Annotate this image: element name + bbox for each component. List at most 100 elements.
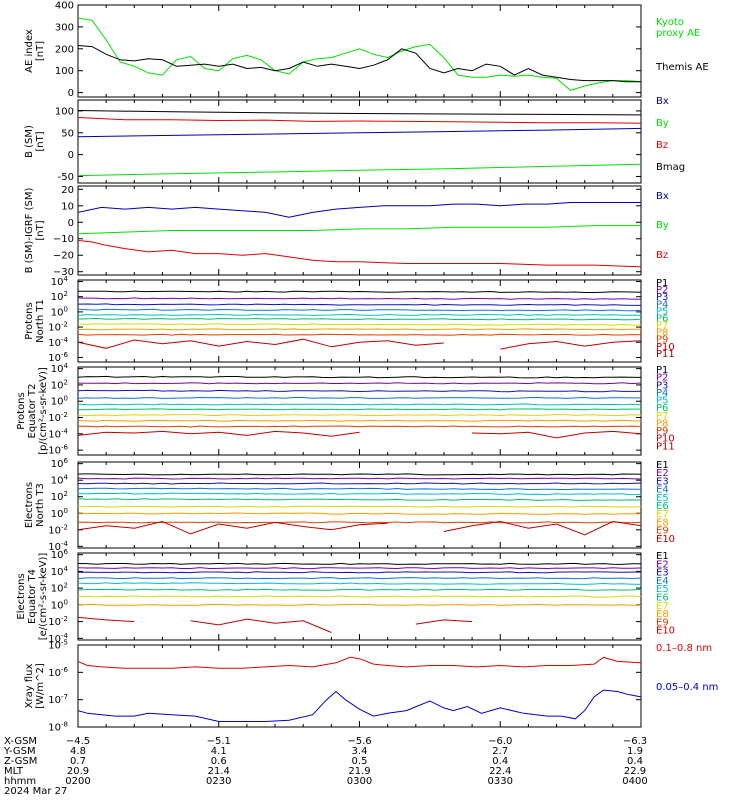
legend-entry: P5	[656, 306, 668, 317]
panel-2: -50 0 50 100 B (SM) [nT] Bx By Bz Bmag	[24, 96, 685, 184]
series-line-p10	[472, 430, 641, 439]
legend-entry: P1	[656, 365, 668, 376]
legend-entry: proxy AE	[656, 28, 700, 39]
legend-entry: By	[656, 118, 669, 129]
legend-entry: E6	[656, 593, 669, 604]
legend-entry: E10	[656, 534, 675, 545]
series-line-0-1-0-8-nm	[78, 656, 641, 669]
y-tick-label: 10-6	[48, 666, 68, 679]
series-line-p10	[78, 338, 444, 349]
legend-entry: P7	[656, 321, 668, 332]
legend-entry: E8	[656, 609, 669, 620]
y-tick-label: 10	[61, 201, 74, 212]
y-tick-label: 10-2	[48, 321, 68, 334]
legend-entry: E2	[656, 468, 669, 479]
series-line-e4	[78, 577, 641, 580]
y-tick-label: 106	[51, 548, 69, 561]
series-line-p6	[78, 317, 641, 321]
y-axis-label: B (SM)-IGRF (SM) [nT]	[24, 188, 46, 274]
legend-entry: P2	[656, 285, 668, 296]
y-label-line: [e/(cm²-s-sr-keV)]	[38, 553, 49, 641]
y-axis-label: AE index [nT]	[24, 29, 46, 73]
ephemeris-value: 22.4	[489, 766, 511, 777]
y-label-line: B (SM)	[24, 125, 35, 158]
ephemeris-value: −5.6	[347, 736, 371, 747]
y-tick-label: 10-2	[48, 411, 68, 424]
y-tick-label: −10	[53, 234, 74, 245]
series-group	[78, 110, 641, 177]
series-line-p2	[78, 382, 641, 385]
y-axis-label: B (SM) [nT]	[24, 125, 46, 158]
series-line-e3	[78, 482, 641, 485]
legend-entry: E3	[656, 568, 669, 579]
series-line-e4	[78, 487, 641, 491]
ephemeris-value: −6.3	[623, 736, 647, 747]
y-tick-label: 102	[51, 582, 68, 595]
series-line-p5	[78, 313, 641, 316]
legend-entry: P6	[656, 313, 668, 324]
y-tick-label: 10-4	[48, 632, 68, 645]
y-tick-label: 10-6	[48, 351, 68, 364]
series-group	[78, 562, 641, 633]
ephemeris-label: X-GSM	[4, 736, 37, 747]
y-label-line: North T3	[35, 483, 46, 527]
y-tick-label: 50	[61, 128, 74, 139]
y-axis-label: Electrons Equator T4 [e/(cm²-s-sr-keV)]	[16, 553, 49, 641]
series-line-e10	[78, 520, 388, 535]
legend-entry: P3	[656, 292, 668, 303]
y-tick-label: 100	[55, 66, 74, 77]
ephemeris-value: −6.0	[488, 736, 512, 747]
legend-entry: 0.05–0.4 nm	[656, 682, 718, 693]
legend-entry: Bx	[656, 191, 669, 202]
y-tick-label: 100	[51, 395, 68, 408]
series-line-p4	[78, 396, 641, 399]
series-line-p3	[78, 389, 641, 393]
ephemeris-label: Y-GSM	[3, 746, 36, 757]
legend-entry: E1	[656, 551, 669, 562]
series-line-e6	[78, 498, 641, 501]
y-tick-label: 200	[55, 44, 74, 55]
series-line-e6	[78, 588, 641, 591]
ephemeris-value: 0330	[488, 776, 513, 787]
series-line-e5	[78, 492, 641, 496]
ephemeris-value: 0.4	[492, 756, 508, 767]
panel-frame	[77, 366, 642, 456]
y-tick-label: 400	[55, 1, 74, 12]
series-line-bx	[78, 127, 641, 138]
legend-entry: Bmag	[656, 162, 685, 173]
legend-entry: E7	[656, 601, 669, 612]
y-tick-label: −20	[53, 251, 74, 262]
y-axis-label: Xray flux [W/m^2]	[24, 663, 46, 709]
legend-entry: P5	[656, 396, 668, 407]
ephemeris-label: Z-GSM	[4, 756, 37, 767]
y-tick-label: 102	[51, 378, 68, 391]
ephemeris-value: −5.1	[207, 736, 231, 747]
ephemeris-value: 0.5	[352, 756, 368, 767]
ephemeris-label: MLT	[4, 766, 24, 777]
y-tick-label: 104	[51, 474, 69, 487]
legend-entry: P6	[656, 403, 668, 414]
ephemeris-value: −4.5	[66, 736, 90, 747]
series-group	[78, 473, 641, 536]
legend-entry: 0.1–0.8 nm	[656, 643, 712, 654]
series-line-e7	[78, 595, 641, 598]
y-label-line: Equator T2	[27, 384, 38, 439]
legend-entry: P4	[656, 388, 668, 399]
legend-entry: E5	[656, 584, 669, 595]
legend-entry: P3	[656, 380, 668, 391]
y-tick-label: 0	[68, 150, 74, 161]
legend-entry: Kyoto	[656, 17, 684, 28]
legend-entry: E1	[656, 460, 669, 471]
ephemeris-value: 21.9	[348, 766, 370, 777]
y-tick-label: 104	[51, 565, 69, 578]
y-tick-label: 10-4	[48, 427, 68, 440]
series-line-p1	[78, 375, 641, 379]
series-line-e10	[415, 619, 473, 625]
y-tick-label: 100	[55, 106, 74, 117]
ephemeris-table: X-GSM −4.5 −5.1 −5.6 −6.0 −6.3 Y-GSM 4.8 4.1 3.4 2…	[3, 736, 648, 797]
y-tick-label: 10-7	[48, 693, 68, 706]
